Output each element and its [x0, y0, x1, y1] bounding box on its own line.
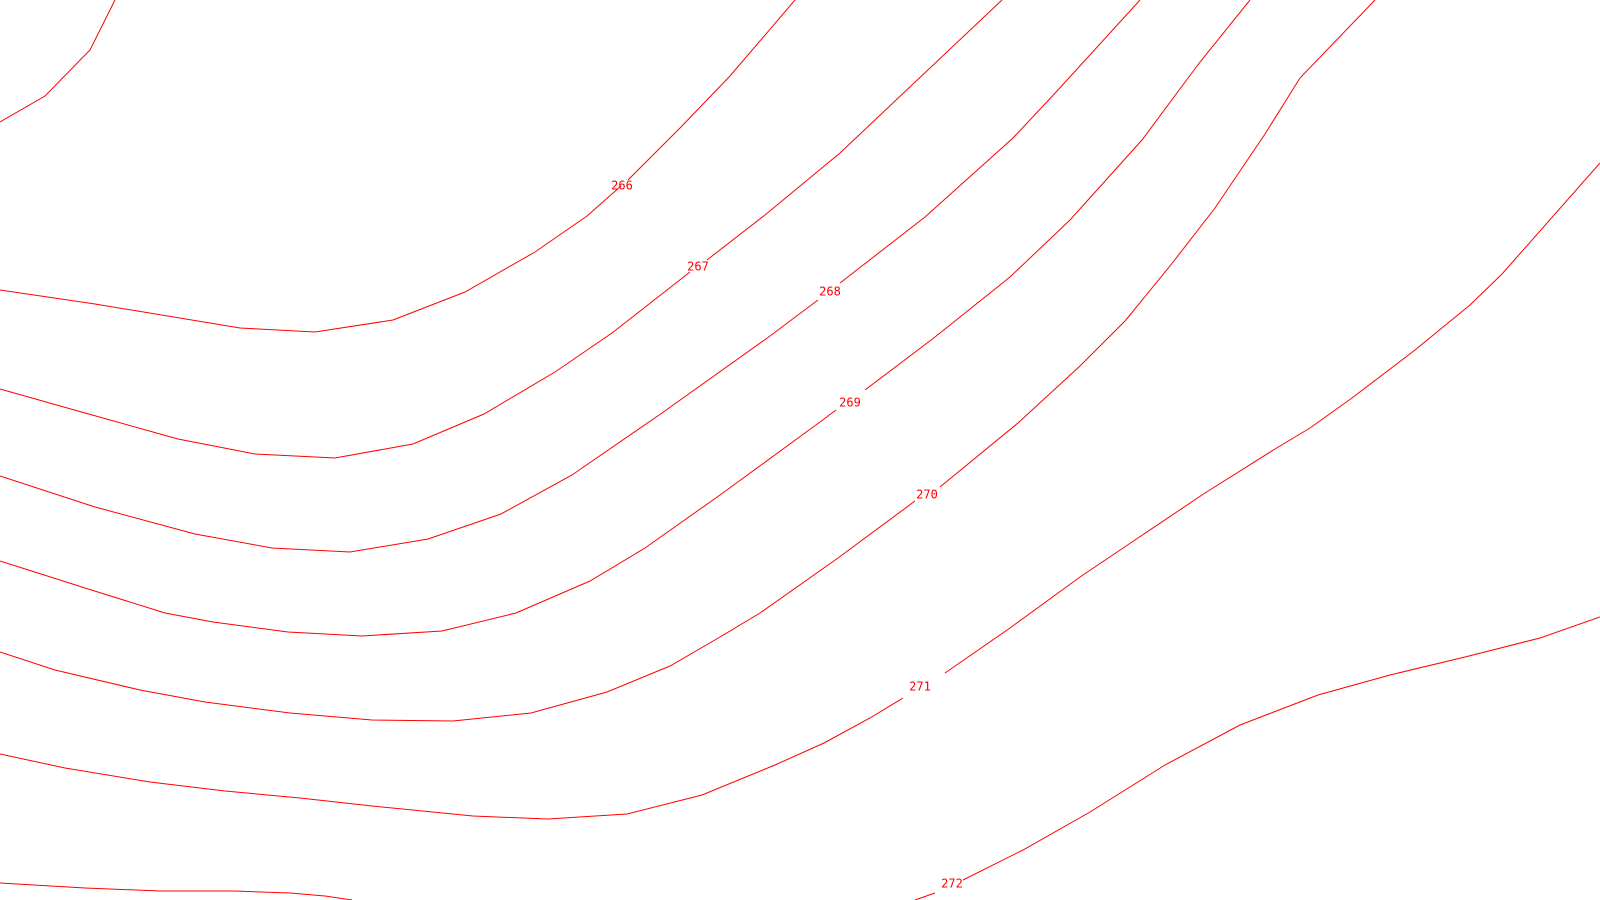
contour-line-partial-bottom-left — [0, 882, 353, 900]
contour-line-266 — [0, 0, 796, 333]
contour-label-270: 270 — [916, 488, 938, 502]
contour-line-272 — [914, 616, 1600, 900]
contour-label-269: 269 — [839, 396, 861, 410]
contour-line-268 — [0, 0, 1141, 553]
contour-label-268: 268 — [819, 285, 841, 299]
contour-label-267: 267 — [687, 260, 709, 274]
contour-label-266: 266 — [611, 179, 633, 193]
contour-line-270 — [0, 0, 1376, 722]
contour-line-partial-top-left — [0, 0, 116, 123]
contour-label-271: 271 — [909, 680, 931, 694]
contour-labels: 266 267 268 269 270 271 272 — [611, 179, 963, 891]
contour-line-267 — [0, 0, 1003, 459]
contour-label-272: 272 — [941, 877, 963, 891]
contour-line-271 — [0, 162, 1600, 820]
contour-line-269 — [0, 0, 1251, 637]
